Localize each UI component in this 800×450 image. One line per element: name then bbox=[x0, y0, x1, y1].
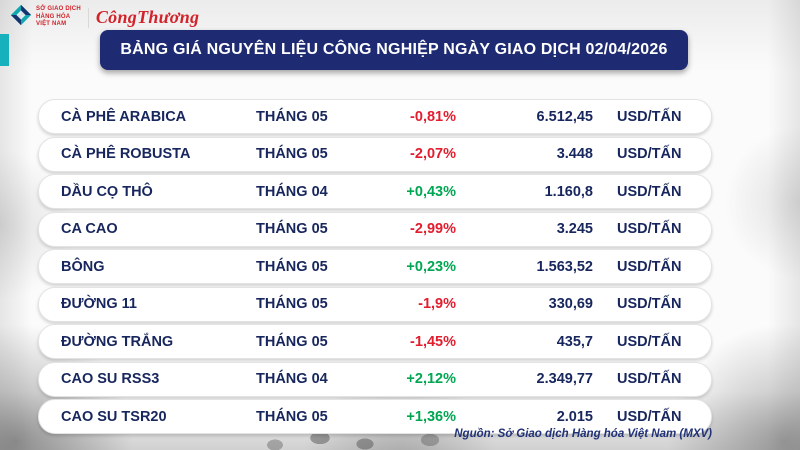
table-row: CAO SU TSR20 THÁNG 05 +1,36% 2.015 USD/T… bbox=[38, 399, 712, 434]
price-unit: USD/TẤN bbox=[617, 408, 682, 425]
price-value: 1.160,8 bbox=[544, 183, 593, 200]
price-value: 2.349,77 bbox=[536, 371, 593, 387]
commodity-name: DẦU CỌ THÔ bbox=[61, 183, 153, 200]
table-row: CÀ PHÊ ARABICA THÁNG 05 -0,81% 6.512,45 … bbox=[38, 99, 712, 134]
change-percent: -1,45% bbox=[410, 333, 456, 350]
mxv-logo: SỞ GIAO DỊCH HÀNG HÓA VIỆT NAM bbox=[10, 4, 81, 31]
contract-month: THÁNG 04 bbox=[256, 371, 328, 387]
header: SỞ GIAO DỊCH HÀNG HÓA VIỆT NAM CôngThươn… bbox=[10, 4, 199, 31]
mxv-emblem-icon bbox=[10, 4, 32, 31]
contract-month: THÁNG 05 bbox=[256, 408, 328, 425]
price-unit: USD/TẤN bbox=[617, 371, 682, 387]
price-value: 435,7 bbox=[556, 333, 593, 350]
contract-month: THÁNG 05 bbox=[256, 221, 328, 237]
table-row: ĐƯỜNG TRẮNG THÁNG 05 -1,45% 435,7 USD/TẤ… bbox=[38, 324, 712, 359]
source-note: Nguồn: Sở Giao dịch Hàng hóa Việt Nam (M… bbox=[454, 428, 712, 440]
change-percent: -1,9% bbox=[418, 296, 456, 312]
table-row: BÔNG THÁNG 05 +0,23% 1.563,52 USD/TẤN bbox=[38, 249, 712, 284]
change-percent: +0,43% bbox=[406, 183, 456, 200]
price-table: CÀ PHÊ ARABICA THÁNG 05 -0,81% 6.512,45 … bbox=[38, 99, 712, 434]
change-percent: -0,81% bbox=[410, 108, 456, 125]
price-value: 330,69 bbox=[548, 296, 593, 312]
price-value: 3.448 bbox=[556, 146, 593, 162]
change-percent: +1,36% bbox=[406, 408, 456, 425]
contract-month: THÁNG 05 bbox=[256, 108, 328, 125]
commodity-name: BÔNG bbox=[61, 258, 105, 275]
mxv-logo-text: SỞ GIAO DỊCH HÀNG HÓA VIỆT NAM bbox=[36, 6, 81, 28]
contract-month: THÁNG 04 bbox=[256, 183, 328, 200]
price-unit: USD/TẤN bbox=[617, 221, 682, 237]
contract-month: THÁNG 05 bbox=[256, 333, 328, 350]
price-value: 1.563,52 bbox=[536, 258, 593, 275]
price-value: 6.512,45 bbox=[536, 108, 593, 125]
commodity-name: CAO SU TSR20 bbox=[61, 408, 167, 425]
contract-month: THÁNG 05 bbox=[256, 258, 328, 275]
table-row: DẦU CỌ THÔ THÁNG 04 +0,43% 1.160,8 USD/T… bbox=[38, 174, 712, 209]
commodity-name: CAO SU RSS3 bbox=[61, 371, 160, 387]
commodity-name: CÀ PHÊ ARABICA bbox=[61, 108, 187, 125]
contract-month: THÁNG 05 bbox=[256, 296, 328, 312]
price-unit: USD/TẤN bbox=[617, 258, 682, 275]
teal-accent-bar bbox=[0, 34, 9, 66]
change-percent: -2,07% bbox=[410, 146, 456, 162]
price-unit: USD/TẤN bbox=[617, 296, 682, 312]
commodity-name: ĐƯỜNG 11 bbox=[61, 296, 137, 312]
change-percent: +0,23% bbox=[406, 258, 456, 275]
table-row: ĐƯỜNG 11 THÁNG 05 -1,9% 330,69 USD/TẤN bbox=[38, 286, 712, 322]
price-unit: USD/TẤN bbox=[617, 146, 682, 162]
change-percent: -2,99% bbox=[410, 221, 456, 237]
price-unit: USD/TẤN bbox=[617, 183, 682, 200]
price-unit: USD/TẤN bbox=[617, 108, 682, 125]
page-title: BẢNG GIÁ NGUYÊN LIỆU CÔNG NGHIỆP NGÀY GI… bbox=[120, 41, 668, 58]
logo-divider bbox=[87, 7, 89, 28]
price-unit: USD/TẤN bbox=[617, 333, 682, 350]
contract-month: THÁNG 05 bbox=[256, 146, 328, 162]
table-row: CAO SU RSS3 THÁNG 04 +2,12% 2.349,77 USD… bbox=[38, 361, 712, 397]
commodity-name: CÀ PHÊ ROBUSTA bbox=[61, 146, 191, 162]
table-row: CÀ PHÊ ROBUSTA THÁNG 05 -2,07% 3.448 USD… bbox=[38, 136, 712, 172]
price-value: 3.245 bbox=[556, 221, 593, 237]
commodity-name: CA CAO bbox=[61, 221, 118, 237]
table-row: CA CAO THÁNG 05 -2,99% 3.245 USD/TẤN bbox=[38, 211, 712, 247]
congthuong-logo: CôngThương bbox=[95, 7, 200, 27]
price-value: 2.015 bbox=[556, 408, 593, 425]
change-percent: +2,12% bbox=[406, 371, 456, 387]
title-banner: BẢNG GIÁ NGUYÊN LIỆU CÔNG NGHIỆP NGÀY GI… bbox=[100, 30, 688, 70]
commodity-name: ĐƯỜNG TRẮNG bbox=[61, 333, 174, 350]
